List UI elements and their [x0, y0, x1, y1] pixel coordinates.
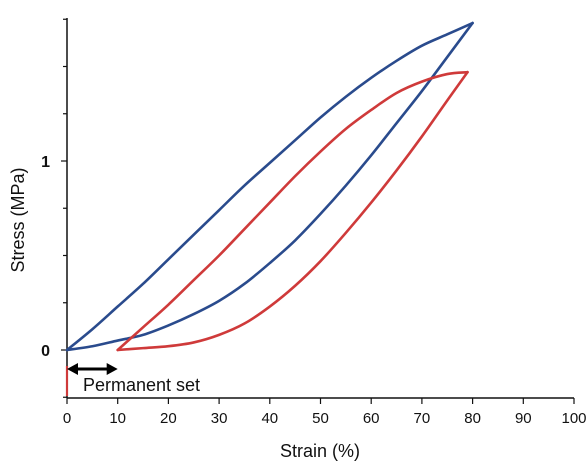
x-tick-label-20: 20 — [160, 410, 177, 427]
x-tick-label-80: 80 — [464, 410, 481, 427]
permanent-set-arrowhead-left — [67, 363, 78, 375]
y-tick-label-1: 1 — [41, 154, 50, 171]
x-tick-label-60: 60 — [363, 410, 380, 427]
x-tick-label-100: 100 — [561, 410, 586, 427]
x-tick-label-0: 0 — [63, 410, 71, 427]
series-0-loading-curve — [65, 21, 474, 352]
series-1-unloading-curve — [116, 70, 469, 352]
x-tick-label-40: 40 — [261, 410, 278, 427]
annotations-group: Permanent set — [65, 363, 200, 396]
series-0-unloading-curve — [65, 21, 474, 352]
x-tick-label-70: 70 — [414, 410, 431, 427]
x-tick-label-30: 30 — [211, 410, 228, 427]
x-tick-label-10: 10 — [109, 410, 126, 427]
axes-group — [61, 18, 575, 404]
y-tick-label-0: 0 — [41, 343, 50, 360]
series-1-loading-curve — [116, 70, 469, 352]
permanent-set-label: Permanent set — [83, 375, 200, 395]
x-tick-label-50: 50 — [312, 410, 329, 427]
x-axis-title: Strain (%) — [280, 441, 360, 461]
x-tick-label-90: 90 — [515, 410, 532, 427]
permanent-set-arrowhead-right — [106, 363, 118, 375]
curves-group — [65, 21, 474, 352]
y-axis-title: Stress (MPa) — [8, 167, 28, 272]
labels-group: 0 10 20 30 40 50 60 70 80 90 100 0 1 Strain (%) Stress… — [8, 154, 587, 461]
